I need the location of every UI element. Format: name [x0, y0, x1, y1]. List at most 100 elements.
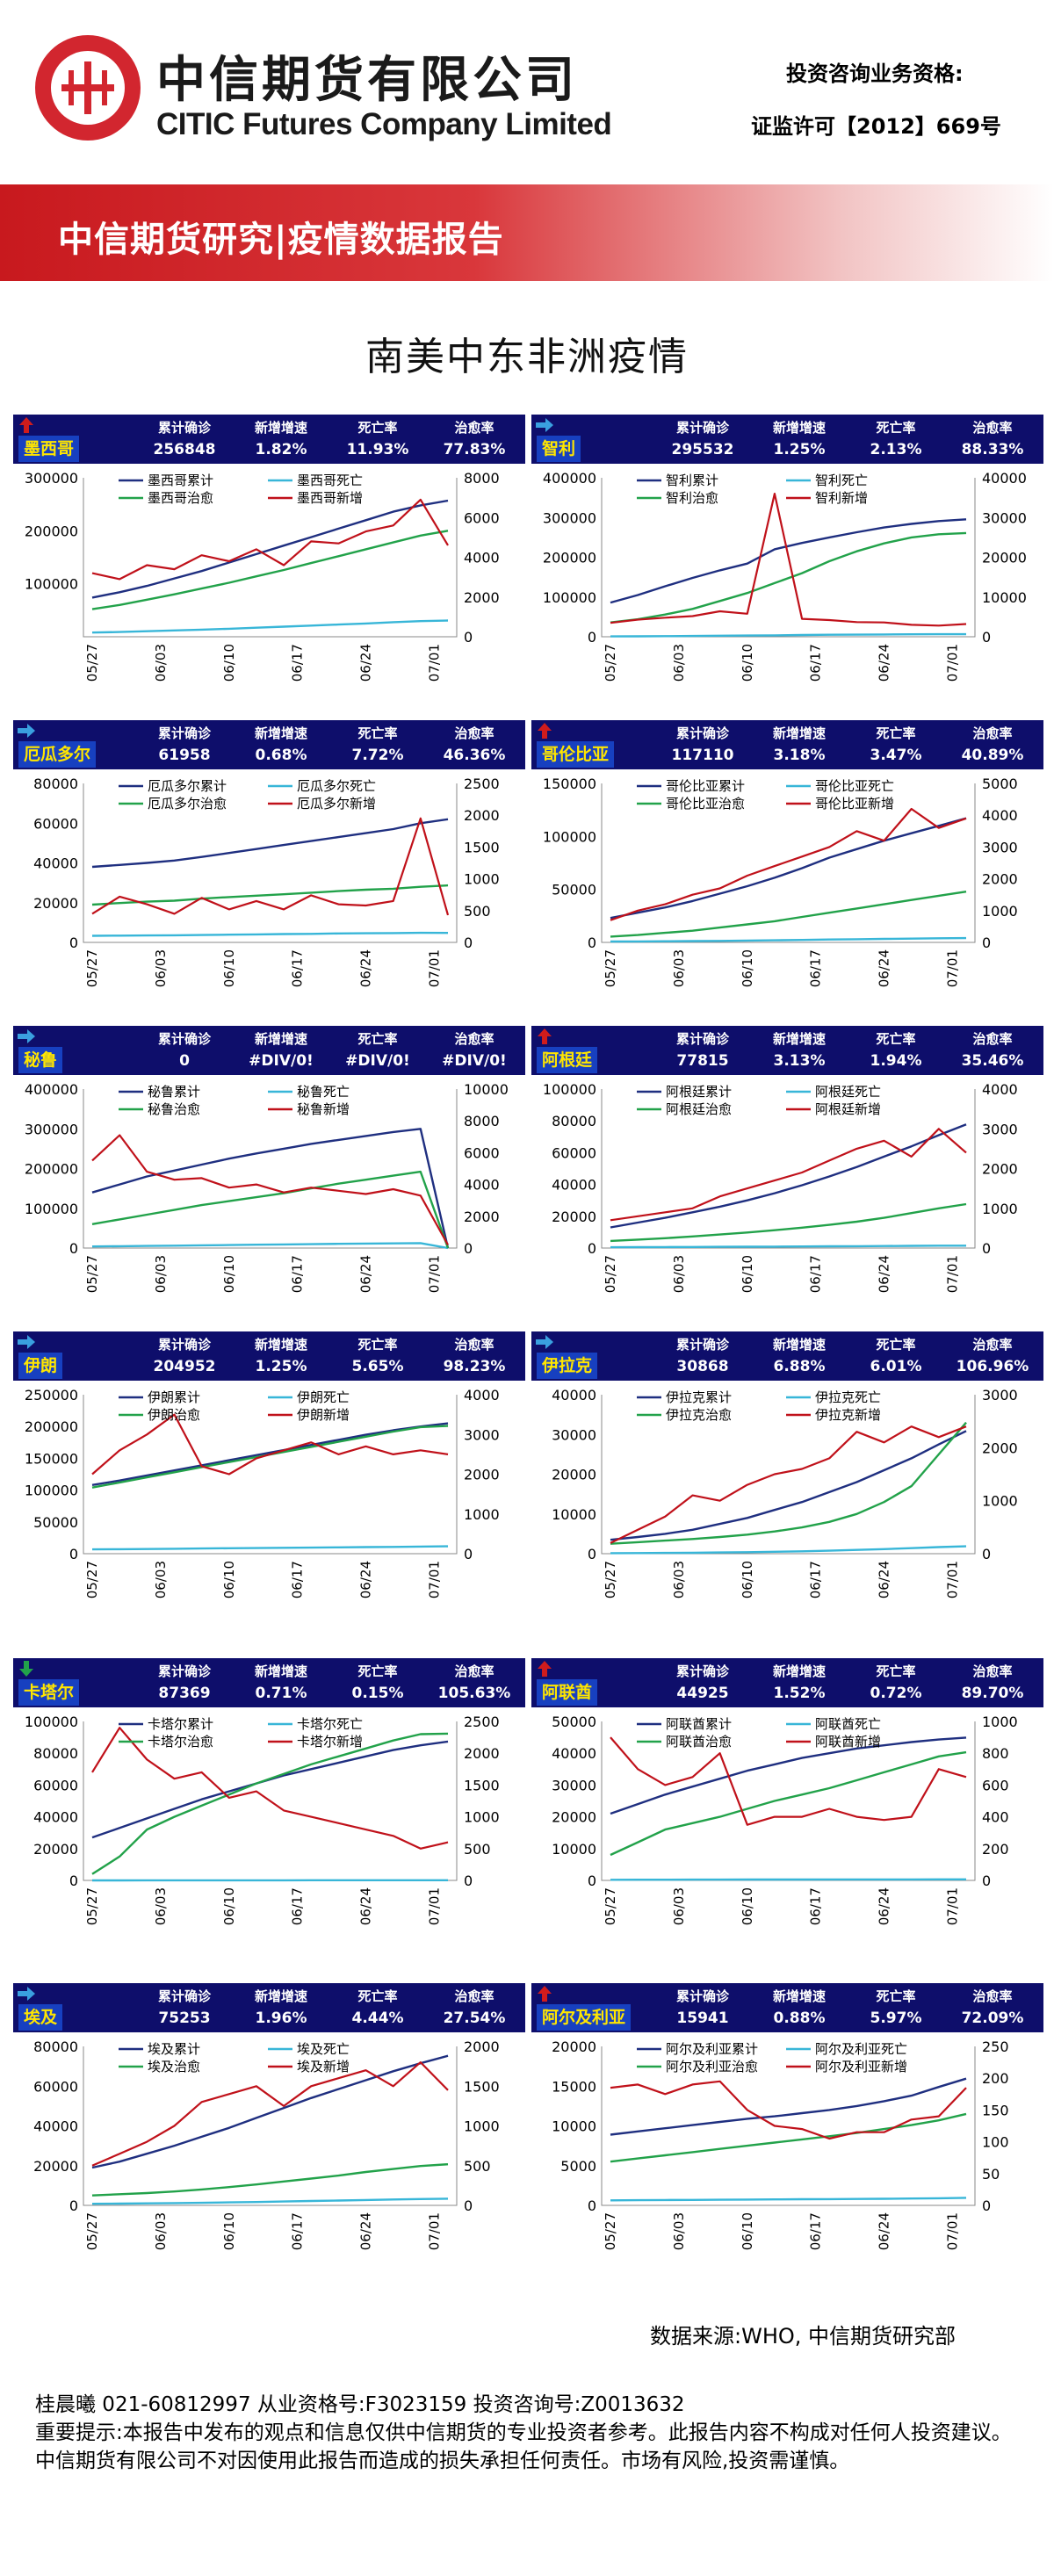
stat-header: 新增增速: [772, 420, 826, 436]
right-axis-tick-label: 400: [982, 1809, 1009, 1826]
x-axis-tick-label: 06/03: [153, 1255, 169, 1293]
stat-header: 治愈率: [454, 420, 495, 436]
plot-axes: [601, 783, 976, 943]
right-axis-tick-label: 250: [982, 2038, 1009, 2055]
report-banner: 中信期货研究|疫情数据报告: [0, 184, 1054, 281]
left-axis-tick-label: 100000: [543, 828, 596, 845]
stat-value: 11.93%: [346, 441, 409, 458]
stat-header: 治愈率: [454, 1031, 495, 1047]
left-axis-tick-label: 400000: [543, 470, 596, 487]
x-axis-tick-label: 06/24: [877, 1887, 892, 1925]
series-line: [610, 1750, 967, 1857]
stat-value: #DIV/0!: [345, 1052, 410, 1070]
stat-header: 累计确诊: [675, 1337, 729, 1353]
stats-strip: 厄瓜多尔 累计确诊 61958 新增增速 0.68% 死亡率 7.72% 治愈率 46.36%: [13, 720, 525, 769]
stat-header: 死亡率: [876, 1988, 916, 2004]
left-axis-tick-label: 200000: [25, 523, 78, 539]
stat-header: 新增增速: [772, 1663, 826, 1679]
x-axis-tick-label: 07/01: [944, 949, 960, 987]
legend-label: 秘鲁累计: [148, 1084, 200, 1100]
legend-label: 阿根廷死亡: [815, 1084, 881, 1100]
right-axis-tick-label: 2000: [464, 589, 500, 606]
country-chart: 300000 200000 100000 8000 6000 4000 2000 0 05/27…: [25, 470, 500, 682]
legend-label: 哥伦比亚死亡: [815, 778, 894, 794]
left-axis-tick-label: 80000: [33, 2038, 78, 2055]
x-axis-tick-label: 06/24: [358, 1255, 374, 1293]
right-axis-tick-label: 200: [982, 2070, 1009, 2087]
x-axis-tick-label: 07/01: [426, 1887, 442, 1925]
right-axis-tick-label: 0: [464, 1872, 473, 1889]
stats-strip: 阿尔及利亚 累计确诊 15941 新增增速 0.88% 死亡率 5.97% 治愈率 72.09%: [531, 1983, 1043, 2032]
right-axis-tick-label: 500: [464, 2158, 491, 2175]
x-axis-tick-label: 05/27: [603, 1561, 618, 1598]
x-axis-tick-label: 05/27: [84, 2212, 100, 2250]
country-panel: 伊拉克 累计确诊 30868 新增增速 6.88% 死亡率 6.01% 治愈率 106.96% 4…: [531, 1331, 1043, 1630]
left-axis-tick-label: 300000: [25, 1121, 78, 1137]
country-chart: 4000003000002000001000000400003000020000…: [543, 470, 1027, 682]
x-axis-tick-label: 06/17: [808, 1561, 824, 1598]
left-axis-tick-label: 40000: [552, 1177, 596, 1194]
left-axis-tick-label: 0: [588, 629, 596, 646]
x-axis-tick-label: 06/03: [153, 2212, 169, 2250]
citic-logo-bar-l: [69, 70, 74, 105]
series-line: [610, 1545, 967, 1555]
stat-header: 累计确诊: [157, 1663, 211, 1679]
legend-label: 埃及死亡: [297, 2041, 350, 2057]
stat-value: #DIV/0!: [249, 1052, 314, 1070]
stat-value: 27.54%: [443, 2010, 506, 2027]
x-axis-tick-label: 06/24: [877, 2212, 892, 2250]
right-axis-tick-label: 1000: [464, 2118, 500, 2135]
x-axis-tick-label: 06/10: [740, 644, 755, 682]
series-line: [610, 1123, 967, 1229]
x-axis-tick-label: 05/27: [603, 2212, 618, 2250]
stat-header: 死亡率: [876, 1031, 916, 1047]
left-axis-tick-label: 0: [588, 1240, 596, 1257]
stat-header: 死亡率: [357, 725, 398, 741]
right-axis-tick-label: 2000: [464, 1745, 500, 1762]
company-name-cn: 中信期货有限公司: [156, 51, 578, 109]
x-axis-tick-label: 07/01: [426, 949, 442, 987]
x-axis-tick-label: 05/27: [84, 1887, 100, 1925]
right-axis-tick-label: 150: [982, 2102, 1009, 2118]
country-chart: 80000 60000 40000 20000 0 2500 2000 1500 1000 500…: [33, 776, 500, 987]
stats-strip: 阿根廷 累计确诊 77815 新增增速 3.13% 死亡率 1.94% 治愈率 35.46%: [531, 1026, 1043, 1075]
right-axis-tick-label: 2000: [464, 2038, 500, 2055]
country-chart: 100000 80000 60000 40000 20000 0 2500 2000 1500 1…: [25, 1714, 500, 1925]
stat-value: 61958: [158, 747, 211, 764]
citic-logo-bar-r: [102, 70, 107, 105]
x-axis-tick-label: 06/10: [740, 1561, 755, 1598]
legend-label: 伊拉克死亡: [815, 1389, 881, 1405]
series-line: [610, 817, 967, 920]
left-axis-tick-label: 40000: [33, 855, 78, 872]
stat-value: 4.44%: [351, 2010, 404, 2027]
x-axis-tick-label: 06/17: [808, 949, 824, 987]
stat-header: 死亡率: [876, 1337, 916, 1353]
analyst-info: 桂晨曦 021-60812997 从业资格号:F3023159 投资咨询号:Z0…: [35, 2393, 685, 2416]
left-axis-tick-label: 20000: [33, 895, 78, 912]
banner-text: 中信期货研究|疫情数据报告: [58, 220, 504, 260]
legend-label: 厄瓜多尔死亡: [297, 778, 376, 794]
left-axis-tick-label: 0: [69, 2197, 78, 2214]
series-line: [91, 884, 449, 906]
series-line: [91, 1413, 449, 1476]
x-axis-tick-label: 06/17: [290, 644, 306, 682]
x-axis-tick-label: 06/03: [671, 644, 687, 682]
series-line: [610, 1425, 967, 1544]
legend-label: 卡塔尔新增: [297, 1734, 363, 1750]
right-axis-tick-label: 0: [464, 934, 473, 951]
x-axis-tick-label: 06/17: [808, 2212, 824, 2250]
left-axis-tick-label: 200000: [543, 550, 596, 566]
legend-label: 卡塔尔累计: [148, 1716, 213, 1732]
left-axis-tick-label: 40000: [33, 2118, 78, 2135]
legend-label: 埃及累计: [148, 2041, 200, 2057]
left-axis-tick-label: 20000: [552, 1467, 596, 1483]
right-axis-tick-label: 2500: [464, 1714, 500, 1730]
plot-axes: [83, 1089, 458, 1249]
x-axis-tick-label: 06/03: [671, 1255, 687, 1293]
x-axis-tick-label: 06/17: [290, 2212, 306, 2250]
right-axis-tick-label: 4000: [464, 1177, 500, 1194]
series-line: [91, 2054, 449, 2169]
left-axis-tick-label: 0: [588, 2197, 596, 2214]
left-axis-tick-label: 20000: [552, 1209, 596, 1225]
legend-label: 厄瓜多尔新增: [297, 796, 376, 812]
